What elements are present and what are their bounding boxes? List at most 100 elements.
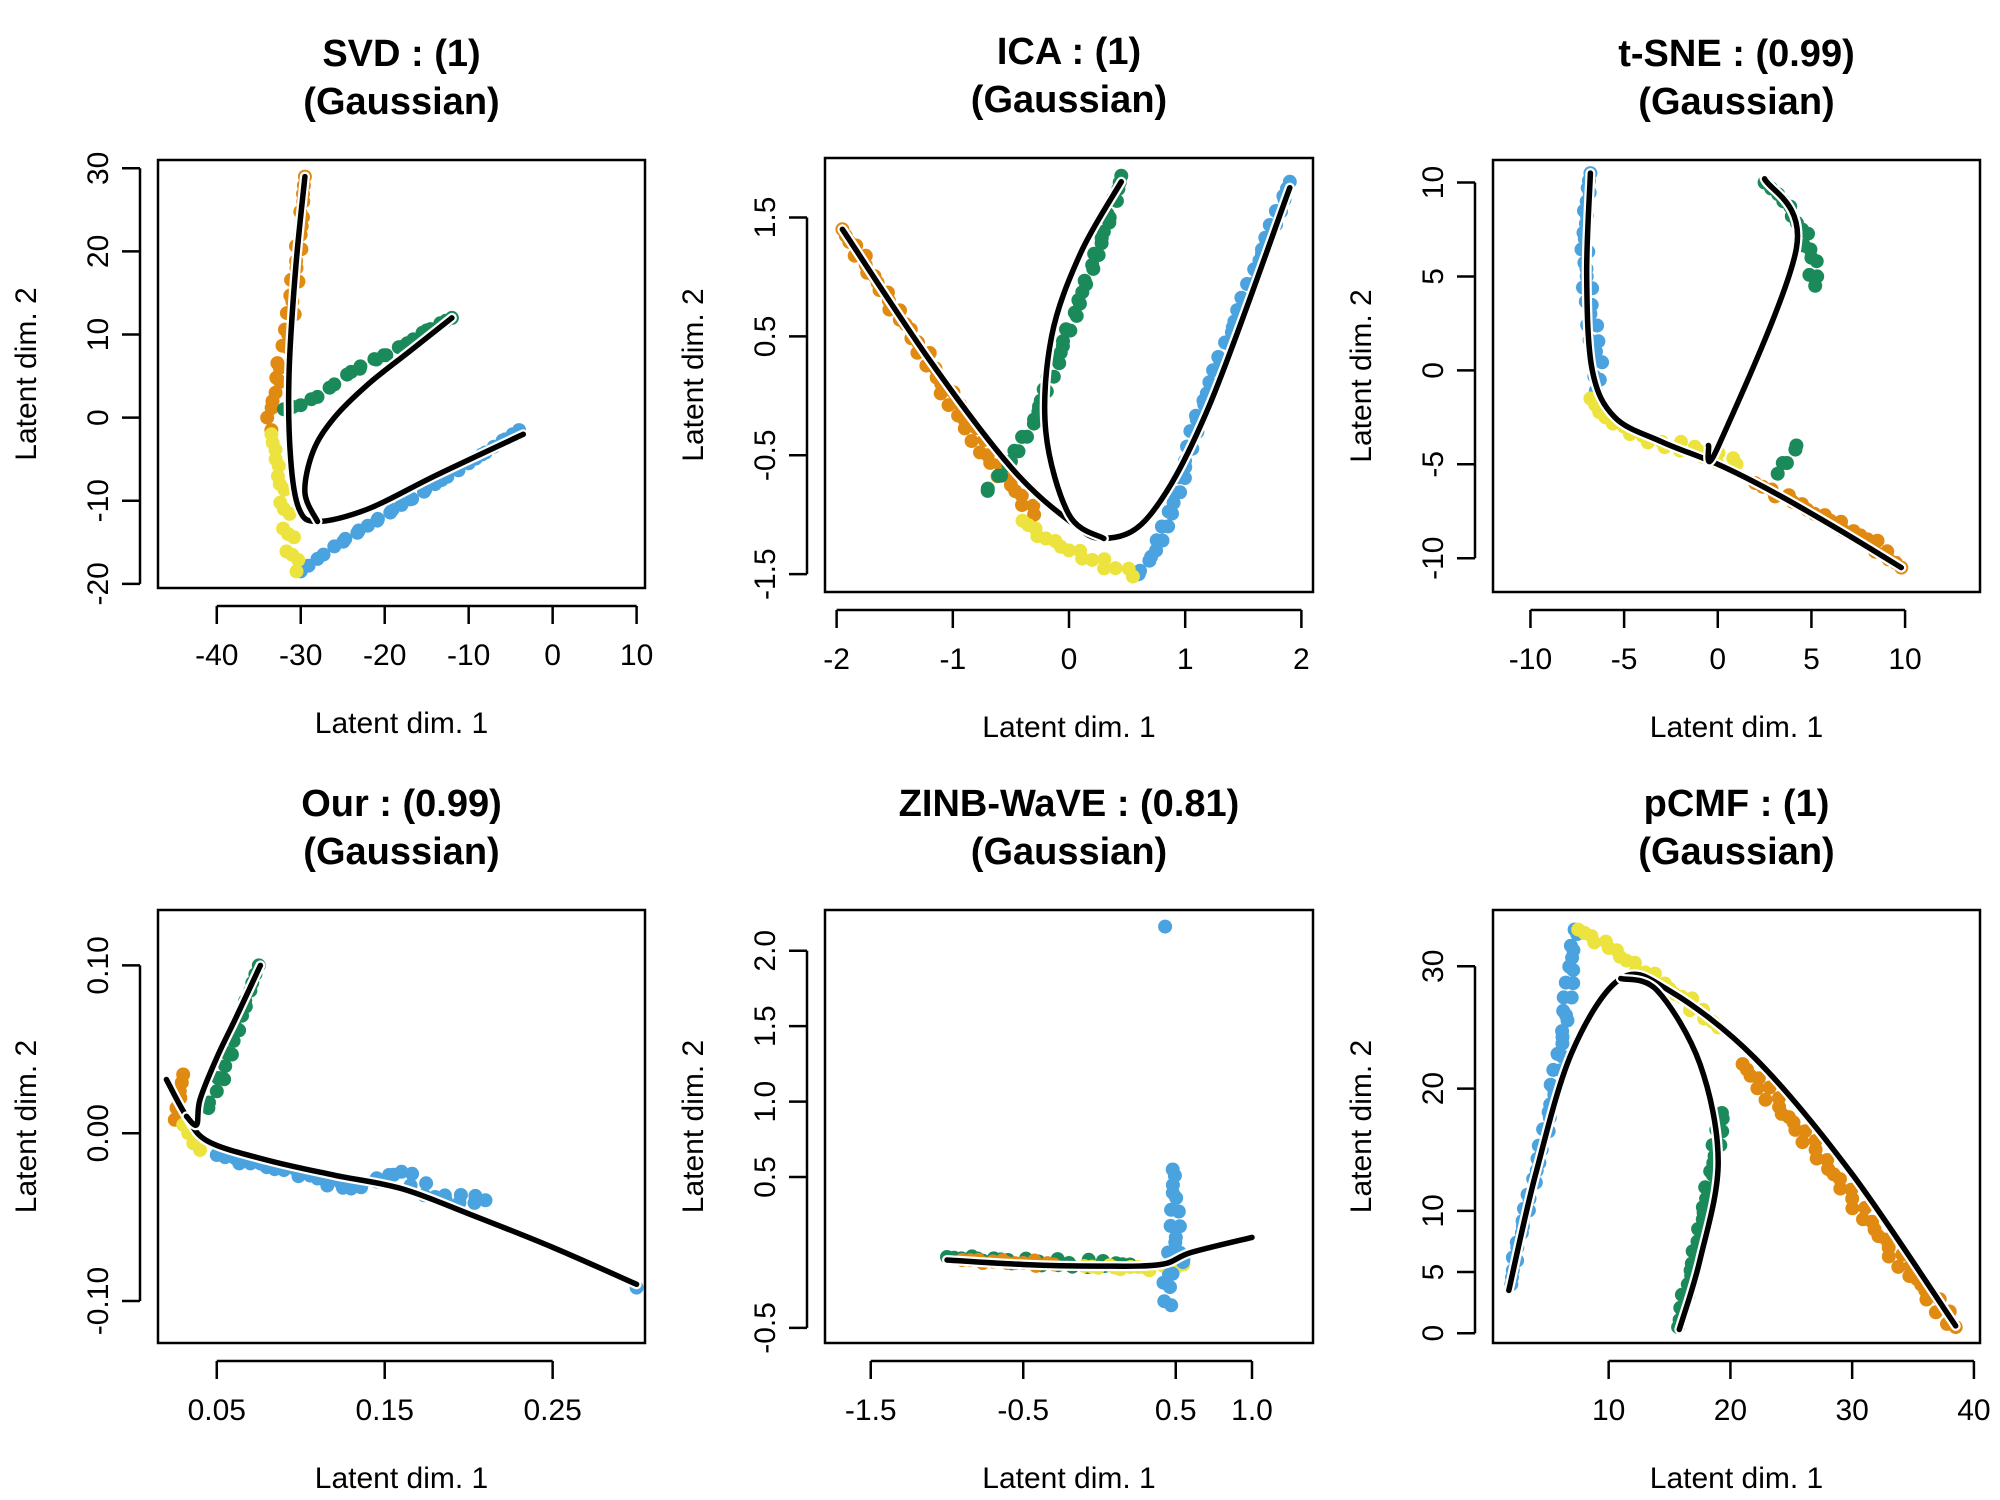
- data-point: [1015, 498, 1029, 513]
- data-point: [1171, 1204, 1186, 1219]
- x-tick-label: 0: [1061, 643, 1078, 676]
- panel-title: SVD : (1): [322, 33, 480, 75]
- y-axis-label: Latent dim. 2: [1345, 1040, 1378, 1213]
- data-point: [1587, 935, 1602, 950]
- y-tick-label: -0.5: [749, 1302, 782, 1354]
- data-point: [1026, 498, 1041, 513]
- data-point: [1558, 975, 1573, 990]
- trajectory-curve: [1506, 971, 1959, 1329]
- panel-title: ICA : (1): [997, 31, 1141, 73]
- data-point: [957, 421, 972, 436]
- data-point: [276, 521, 291, 536]
- data-point: [385, 502, 400, 517]
- trajectory-curve: [1041, 179, 1125, 542]
- y-tick-label: -5: [1417, 451, 1450, 478]
- data-point: [1161, 519, 1176, 534]
- data-point: [282, 506, 297, 521]
- panel-2: ICA : (1) (Gaussian) Latent dim. 1 Latent d…: [677, 31, 1315, 744]
- data-point: [973, 445, 987, 460]
- data-point: [980, 481, 995, 496]
- data-point: [1011, 444, 1026, 459]
- data-point: [1809, 1151, 1824, 1166]
- data-point: [1169, 1190, 1184, 1205]
- data-point: [419, 1176, 434, 1191]
- y-axis-label: Latent dim. 2: [10, 1040, 43, 1213]
- x-tick-label: -20: [363, 639, 406, 672]
- y-tick-label: 0.5: [749, 1156, 782, 1198]
- y-tick-label: 0: [82, 409, 115, 426]
- data-point: [1555, 1024, 1570, 1039]
- data-point: [964, 434, 979, 448]
- trajectory-curve: [163, 1076, 640, 1288]
- trajectory-curve: [1583, 170, 1905, 571]
- data-point: [277, 482, 292, 497]
- data-point: [1108, 561, 1123, 576]
- panel-subtitle: (Gaussian): [971, 831, 1167, 873]
- panel-title: Our : (0.99): [301, 783, 502, 825]
- data-point: [1030, 529, 1045, 544]
- y-tick-label: 1.5: [749, 1005, 782, 1047]
- y-axis-label: Latent dim. 2: [10, 287, 43, 460]
- data-point: [338, 531, 353, 546]
- y-tick-label: -0.10: [82, 1267, 115, 1335]
- x-axis-label: Latent dim. 1: [1650, 1462, 1823, 1495]
- y-tick-label: 0: [1417, 362, 1450, 379]
- y-tick-label: 10: [1417, 166, 1450, 199]
- y-tick-label: 20: [82, 235, 115, 268]
- panel-4: Our : (0.99) (Gaussian) Latent dim. 1 Laten…: [10, 783, 647, 1495]
- data-point: [1801, 226, 1815, 241]
- x-tick-label: 0.15: [356, 1394, 414, 1427]
- plot-frame: [823, 908, 1315, 1345]
- data-point: [1163, 1280, 1177, 1295]
- data-point: [1556, 1003, 1571, 1018]
- y-tick-label: 5: [1417, 268, 1450, 285]
- curve-halo: [1503, 969, 1961, 1331]
- panel-subtitle: (Gaussian): [1638, 831, 1834, 873]
- y-axis-label: Latent dim. 2: [677, 1040, 710, 1213]
- data-point: [264, 401, 279, 415]
- x-tick-label: 0: [544, 639, 561, 672]
- x-tick-label: -10: [1509, 643, 1552, 676]
- y-axis-label: Latent dim. 2: [1345, 289, 1378, 462]
- panel-6: pCMF : (1) (Gaussian) Latent dim. 1 Latent …: [1345, 783, 1991, 1495]
- y-tick-label: -10: [1417, 537, 1450, 580]
- data-point: [1795, 1135, 1810, 1150]
- x-tick-label: 2: [1293, 643, 1310, 676]
- data-point: [1026, 416, 1041, 431]
- y-tick-label: 0.10: [82, 936, 115, 994]
- y-tick-label: -1.5: [749, 548, 782, 600]
- data-point: [1809, 254, 1824, 269]
- y-tick-label: 5: [1417, 1264, 1450, 1281]
- trajectory-curve: [1705, 176, 1801, 465]
- data-point: [1052, 356, 1067, 371]
- x-axis-label: Latent dim. 1: [315, 707, 488, 740]
- data-point: [1121, 561, 1136, 576]
- data-point: [273, 374, 288, 389]
- y-tick-label: 10: [82, 318, 115, 351]
- panel-subtitle: (Gaussian): [303, 831, 499, 873]
- x-tick-label: -30: [279, 639, 322, 672]
- y-tick-label: 0: [1417, 1325, 1450, 1342]
- data-point: [1086, 261, 1101, 276]
- x-tick-label: 40: [1957, 1394, 1990, 1427]
- curve-halo: [1615, 973, 1724, 1335]
- y-tick-label: 0.5: [749, 315, 782, 357]
- data-point: [202, 1095, 216, 1110]
- data-point: [1075, 551, 1090, 566]
- curve-halo: [1581, 168, 1907, 573]
- data-point: [1142, 553, 1157, 568]
- y-tick-label: 0.00: [82, 1104, 115, 1162]
- data-point: [1094, 236, 1109, 251]
- data-point: [1157, 1294, 1172, 1309]
- x-tick-label: 10: [1888, 643, 1921, 676]
- data-point: [218, 1059, 233, 1074]
- series-blue: [1156, 919, 1191, 1313]
- trajectory-curve: [285, 173, 527, 525]
- data-point: [1870, 533, 1885, 548]
- data-point: [370, 511, 385, 526]
- data-point: [270, 356, 285, 371]
- curve-halo: [1703, 173, 1803, 467]
- plot-frame: [1491, 158, 1982, 594]
- panel-3: t-SNE : (0.99) (Gaussian) Latent dim. 1 Lat…: [1345, 33, 1982, 744]
